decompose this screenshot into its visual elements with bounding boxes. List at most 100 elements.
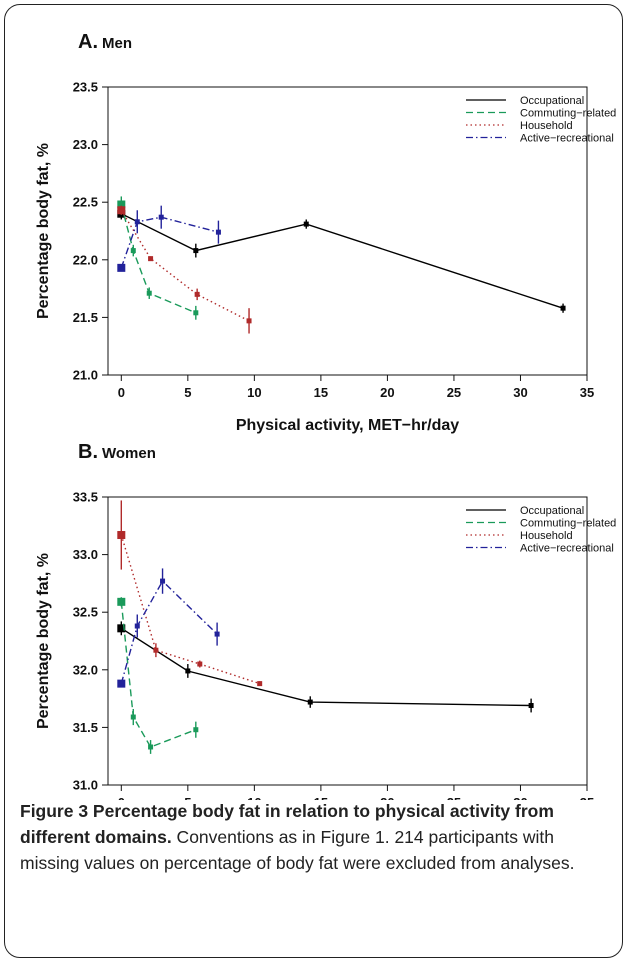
y-axis-title: Percentage body fat, % xyxy=(35,553,52,729)
legend-entry: Commuting−related xyxy=(520,108,616,120)
panel-label: A. xyxy=(78,31,98,53)
data-point xyxy=(117,531,126,540)
y-tick-label: 32.5 xyxy=(73,605,98,620)
x-tick-label: 5 xyxy=(184,795,191,800)
panel-label: B. xyxy=(78,441,98,463)
data-point xyxy=(193,727,199,733)
plot-area-frame xyxy=(107,86,588,376)
y-axis-title: Percentage body fat, % xyxy=(35,143,52,319)
series-0 xyxy=(117,621,534,713)
data-point xyxy=(146,290,152,296)
caption-body: Conventions as in Figure 1. 214 particip… xyxy=(20,827,575,873)
panel-title: Men xyxy=(102,35,132,52)
data-point xyxy=(134,219,140,225)
data-point xyxy=(117,679,126,688)
legend: OccupationalCommuting−relatedHouseholdAc… xyxy=(466,505,616,555)
y-tick-label: 31.5 xyxy=(73,720,98,735)
data-point xyxy=(117,206,126,215)
series-line xyxy=(120,204,197,314)
x-tick-label: 0 xyxy=(118,795,125,800)
legend-entry: Active−recreational xyxy=(520,133,614,145)
data-point xyxy=(246,318,252,324)
chart-panel-women: B.Women 31.0 31.5 32.0 32.5 33.0 33.5 0 5 10 15 20 2… xyxy=(35,441,616,800)
data-point xyxy=(193,310,199,316)
x-tick-label: 25 xyxy=(447,795,461,800)
data-point xyxy=(160,578,166,584)
x-tick-label: 15 xyxy=(314,795,328,800)
x-tick-label: 10 xyxy=(247,385,261,400)
data-point xyxy=(117,263,126,272)
data-point xyxy=(214,631,220,637)
data-point xyxy=(130,714,136,720)
x-tick-label: 25 xyxy=(447,385,461,400)
x-tick-label: 35 xyxy=(580,385,594,400)
data-point xyxy=(117,200,126,209)
series-1 xyxy=(117,196,199,320)
x-tick-label: 30 xyxy=(513,385,527,400)
data-point xyxy=(257,681,263,687)
data-point xyxy=(117,597,126,606)
legend-entry: Commuting−related xyxy=(520,518,616,530)
series-line xyxy=(120,209,250,322)
y-tick-label: 31.0 xyxy=(73,778,98,793)
y-tick-label: 33.0 xyxy=(73,547,98,562)
y-tick-label: 21.0 xyxy=(73,368,98,383)
series-2 xyxy=(117,500,263,687)
figure-panels: A. Men 21.0 21.5 22.0 22.5 23.0 23.5 0 5 10 15 20 25 3… xyxy=(35,31,616,800)
data-point xyxy=(215,229,221,235)
x-tick-label: 10 xyxy=(247,795,261,800)
legend-entry: Household xyxy=(520,120,573,132)
data-point xyxy=(153,647,159,653)
legend-entry: Household xyxy=(520,530,573,542)
series-2 xyxy=(117,205,252,334)
y-tick-label: 32.0 xyxy=(73,662,98,677)
legend-entry: Occupational xyxy=(520,95,584,107)
data-point xyxy=(134,623,140,629)
figure-frame xyxy=(4,4,623,958)
data-point xyxy=(303,221,309,227)
series-line xyxy=(120,627,532,707)
figure-caption: Figure 3 Percentage body fat in relation… xyxy=(20,798,612,876)
chart-panel-men: A. Men 21.0 21.5 22.0 22.5 23.0 23.5 0 5 10 15 20 25 3… xyxy=(35,31,616,434)
series-line xyxy=(120,579,218,684)
data-point xyxy=(185,668,191,674)
legend: OccupationalCommuting−relatedHouseholdAc… xyxy=(466,95,616,145)
data-point xyxy=(307,699,313,705)
series-line xyxy=(120,216,219,269)
x-tick-label: 20 xyxy=(380,385,394,400)
x-axis-title: Physical activity, MET−hr/day xyxy=(236,417,459,434)
series-line xyxy=(120,534,260,685)
x-tick-label: 15 xyxy=(314,385,328,400)
series-3 xyxy=(117,568,220,688)
data-point xyxy=(197,661,203,667)
caption-title: Figure 3 Percentage body fat in relation… xyxy=(20,801,554,847)
plot-area-frame xyxy=(107,496,588,786)
panel-title: Women xyxy=(102,445,156,462)
data-point xyxy=(148,256,154,262)
data-point xyxy=(158,214,164,220)
y-tick-label: 22.5 xyxy=(73,195,98,210)
series-line xyxy=(120,601,197,748)
series-3 xyxy=(117,205,221,272)
y-tick-label: 21.5 xyxy=(73,310,98,325)
series-1 xyxy=(117,597,199,754)
x-tick-label: 20 xyxy=(380,795,394,800)
y-tick-label: 23.5 xyxy=(73,80,98,95)
y-tick-label: 33.5 xyxy=(73,490,98,505)
legend-entry: Active−recreational xyxy=(520,543,614,555)
data-point xyxy=(148,744,154,750)
legend-entry: Occupational xyxy=(520,505,584,517)
y-tick-label: 23.0 xyxy=(73,137,98,152)
data-point xyxy=(528,703,534,709)
data-point xyxy=(193,248,199,254)
x-tick-label: 0 xyxy=(118,385,125,400)
series-line xyxy=(120,213,564,309)
data-point xyxy=(194,291,200,297)
data-point xyxy=(560,305,566,311)
data-point xyxy=(117,624,126,633)
y-tick-label: 22.0 xyxy=(73,252,98,267)
x-tick-label: 30 xyxy=(513,795,527,800)
x-tick-label: 5 xyxy=(184,385,191,400)
data-point xyxy=(130,248,136,254)
x-tick-label: 35 xyxy=(580,795,594,800)
